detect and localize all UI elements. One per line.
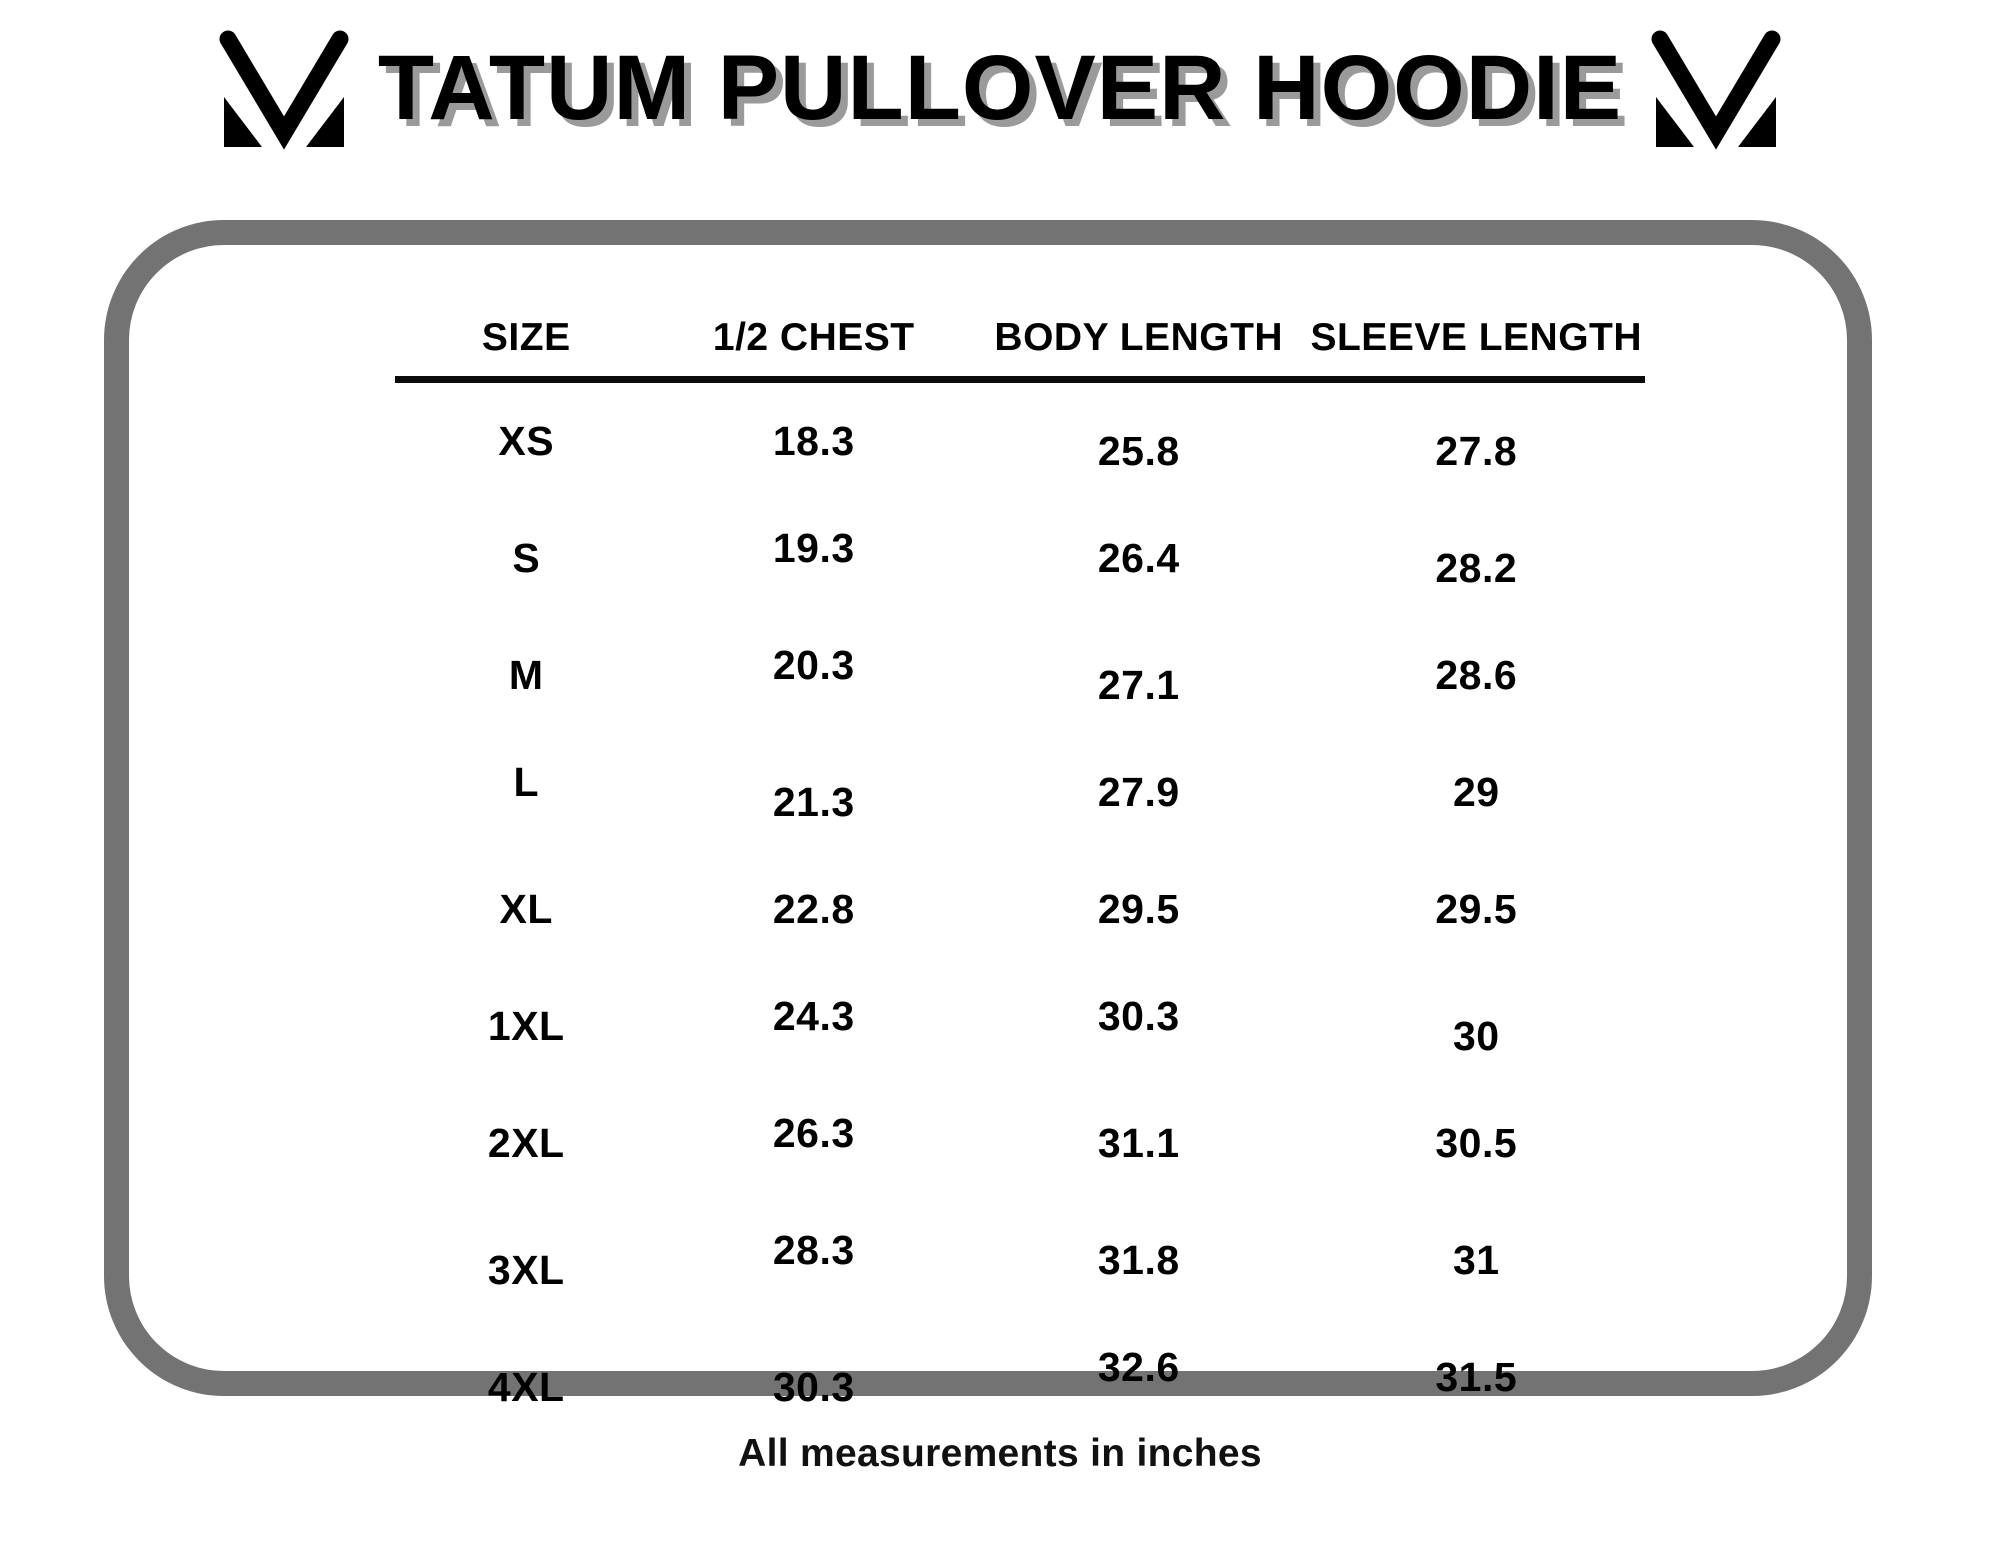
table-row: 2XL 26.3 31.1 30.5 — [395, 1085, 1645, 1202]
cell-body-length: 29.5 — [1097, 886, 1180, 932]
cell-sleeve-length: 28.2 — [1435, 545, 1518, 591]
cell-sleeve-length: 28.6 — [1435, 652, 1518, 698]
table-row: 3XL 28.3 31.8 31 — [395, 1202, 1645, 1319]
cell-half-chest: 30.3 — [772, 1364, 855, 1410]
cell-body-length: 27.9 — [1097, 769, 1180, 815]
cell-sleeve-length: 29 — [1452, 769, 1500, 815]
cell-half-chest: 26.3 — [772, 1110, 855, 1156]
cell-sleeve-length: 30 — [1452, 1013, 1500, 1059]
cell-body-length: 31.1 — [1097, 1120, 1180, 1166]
column-header-size: SIZE — [395, 250, 658, 383]
table-body: XS 18.3 25.8 27.8 S 19.3 26.4 28.2 M 20.… — [395, 380, 1645, 1437]
size-table-container: SIZE 1/2 CHEST BODY LENGTH SLEEVE LENGTH… — [395, 250, 1645, 1410]
cell-sleeve-length: 31 — [1452, 1237, 1500, 1283]
cell-sleeve-length: 30.5 — [1435, 1120, 1518, 1166]
cell-size: 4XL — [487, 1364, 565, 1410]
cell-size: 1XL — [487, 1003, 565, 1049]
cell-body-length: 31.8 — [1097, 1237, 1180, 1283]
table-row: L 21.3 27.9 29 — [395, 734, 1645, 851]
table-row: 1XL 24.3 30.3 30 — [395, 968, 1645, 1085]
table-head: SIZE 1/2 CHEST BODY LENGTH SLEEVE LENGTH — [395, 250, 1645, 383]
cell-sleeve-length: 31.5 — [1435, 1354, 1518, 1400]
cell-size: XS — [498, 418, 555, 464]
brand-logo-left-icon — [219, 30, 349, 150]
cell-size: XL — [499, 886, 553, 932]
table-row: 4XL 30.3 32.6 31.5 — [395, 1319, 1645, 1436]
cell-sleeve-length: 29.5 — [1435, 886, 1518, 932]
cell-half-chest: 28.3 — [772, 1227, 855, 1273]
measurement-units-note: All measurements in inches — [738, 1432, 1262, 1475]
cell-body-length: 30.3 — [1097, 993, 1180, 1039]
cell-half-chest: 22.8 — [772, 886, 855, 932]
size-chart-table: SIZE 1/2 CHEST BODY LENGTH SLEEVE LENGTH… — [395, 250, 1645, 1436]
cell-size: L — [513, 759, 540, 805]
cell-half-chest: 18.3 — [772, 418, 855, 464]
cell-half-chest: 20.3 — [772, 642, 855, 688]
table-row: M 20.3 27.1 28.6 — [395, 617, 1645, 734]
cell-half-chest: 19.3 — [772, 525, 855, 571]
cell-body-length: 25.8 — [1097, 428, 1180, 474]
cell-size: 2XL — [487, 1120, 565, 1166]
table-header-row: SIZE 1/2 CHEST BODY LENGTH SLEEVE LENGTH — [395, 250, 1645, 383]
table-row: XS 18.3 25.8 27.8 — [395, 380, 1645, 501]
cell-size: M — [508, 652, 544, 698]
cell-half-chest: 24.3 — [772, 993, 855, 1039]
cell-body-length: 32.6 — [1097, 1344, 1180, 1390]
page-header: TATUM PULLOVER HOODIE — [0, 0, 2000, 180]
cell-size: S — [512, 535, 541, 581]
table-row: S 19.3 26.4 28.2 — [395, 500, 1645, 617]
cell-sleeve-length: 27.8 — [1435, 428, 1518, 474]
size-chart-card — [104, 220, 1872, 1396]
column-header-half-chest: 1/2 CHEST — [657, 250, 970, 383]
column-header-sleeve-length: SLEEVE LENGTH — [1307, 250, 1645, 383]
brand-logo-right-icon — [1651, 30, 1781, 150]
cell-body-length: 26.4 — [1097, 535, 1180, 581]
cell-body-length: 27.1 — [1097, 662, 1180, 708]
page-title: TATUM PULLOVER HOODIE — [377, 37, 1623, 139]
cell-size: 3XL — [487, 1247, 565, 1293]
column-header-body-length: BODY LENGTH — [970, 250, 1308, 383]
table-row: XL 22.8 29.5 29.5 — [395, 851, 1645, 968]
cell-half-chest: 21.3 — [772, 779, 855, 825]
